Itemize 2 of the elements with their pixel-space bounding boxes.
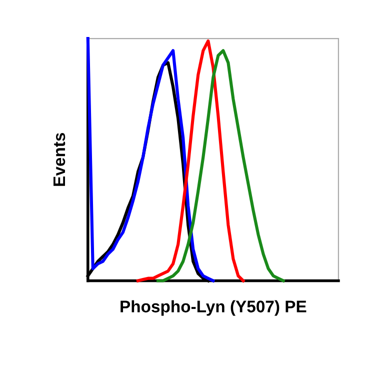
- x-axis-title: Phospho-Lyn (Y507) PE: [120, 300, 306, 316]
- y-axis-title: Events: [54, 133, 66, 186]
